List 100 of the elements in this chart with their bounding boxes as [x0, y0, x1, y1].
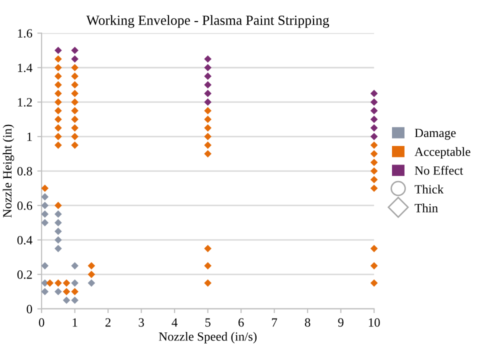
point: [41, 184, 49, 192]
point: [370, 132, 378, 140]
point: [370, 98, 378, 106]
y-tick-label: 0.6: [17, 202, 32, 210]
point: [41, 219, 49, 226]
x-tick-label: 5: [205, 318, 210, 327]
point: [71, 262, 78, 270]
point: [41, 288, 49, 296]
x-tick-label: 1: [72, 318, 78, 327]
point: [71, 141, 78, 149]
y-tick-label: 0.2: [17, 270, 32, 279]
point: [54, 116, 62, 123]
point: [54, 141, 62, 149]
point: [71, 72, 78, 80]
point: [41, 262, 49, 270]
point: [370, 124, 378, 132]
y-axis-title: Nozzle Height (in): [2, 124, 14, 218]
point: [71, 55, 78, 63]
point: [41, 210, 49, 218]
point: [71, 116, 78, 123]
y-tick-label: 1.6: [18, 29, 32, 38]
point: [54, 228, 62, 235]
point: [204, 124, 212, 132]
point: [54, 72, 62, 80]
point: [71, 279, 78, 287]
legend-label: Acceptable: [414, 147, 470, 159]
point: [54, 81, 62, 89]
x-tick-label: 8: [304, 318, 310, 327]
point: [370, 279, 378, 287]
y-tick-label: 0.8: [17, 167, 32, 176]
point: [54, 124, 62, 132]
point: [54, 64, 62, 72]
point: [62, 296, 70, 304]
point: [41, 202, 49, 210]
point: [71, 132, 78, 140]
y-tick-label: 1.4: [18, 64, 32, 72]
point: [71, 288, 78, 296]
point: [204, 64, 212, 72]
point: [204, 55, 212, 63]
point: [71, 90, 78, 98]
point: [370, 107, 378, 114]
legend-label: No Effect: [414, 166, 464, 175]
point: [204, 81, 212, 89]
point: [204, 150, 212, 158]
point: [54, 210, 62, 218]
point: [54, 98, 62, 106]
x-tick-label: 7: [272, 318, 278, 327]
y-tick-label: 1.2: [18, 98, 32, 107]
point: [370, 184, 378, 192]
x-tick-label: 0: [38, 318, 44, 327]
x-tick-label: 6: [238, 318, 244, 327]
point: [370, 90, 378, 98]
point: [370, 158, 378, 166]
legend-label: Thin: [414, 204, 438, 212]
x-tick-label: 9: [338, 318, 344, 327]
point: [71, 98, 78, 106]
point: [370, 150, 378, 158]
point: [54, 236, 62, 244]
point: [370, 244, 378, 252]
chart-title: Working Envelope - Plasma Paint Stripping: [86, 15, 330, 28]
legend-label: Damage: [414, 128, 456, 140]
point: [204, 279, 212, 287]
point: [54, 46, 62, 54]
point: [54, 219, 62, 226]
point: [204, 98, 212, 106]
point: [204, 72, 212, 80]
x-tick-label: 4: [172, 318, 178, 327]
y-tick-label: 0: [26, 304, 32, 314]
point: [88, 279, 96, 287]
point: [370, 262, 378, 270]
point: [204, 141, 212, 149]
legend-label: Thick: [414, 184, 444, 194]
x-tick-label: 3: [138, 318, 144, 327]
point: [41, 193, 49, 201]
point: [71, 107, 78, 114]
point: [370, 141, 378, 149]
point: [54, 132, 62, 140]
point: [54, 90, 62, 98]
point: [54, 244, 62, 252]
point: [204, 244, 212, 252]
point: [54, 288, 62, 296]
y-tick-label: 1: [27, 132, 32, 141]
x-axis-title: Nozzle Speed (in/s): [158, 332, 257, 344]
point: [204, 107, 212, 114]
x-tick-label: 10: [368, 318, 380, 327]
point: [46, 279, 54, 287]
point: [71, 81, 78, 89]
point: [54, 202, 62, 210]
point: [54, 107, 62, 114]
x-tick-label: 2: [105, 318, 111, 327]
point: [88, 262, 96, 270]
point: [204, 116, 212, 123]
point: [71, 296, 78, 304]
y-tick-label: 0.4: [17, 236, 32, 244]
point: [370, 176, 378, 184]
point: [370, 167, 378, 175]
point: [204, 262, 212, 270]
point: [62, 279, 70, 287]
point: [204, 90, 212, 98]
point: [71, 46, 78, 54]
